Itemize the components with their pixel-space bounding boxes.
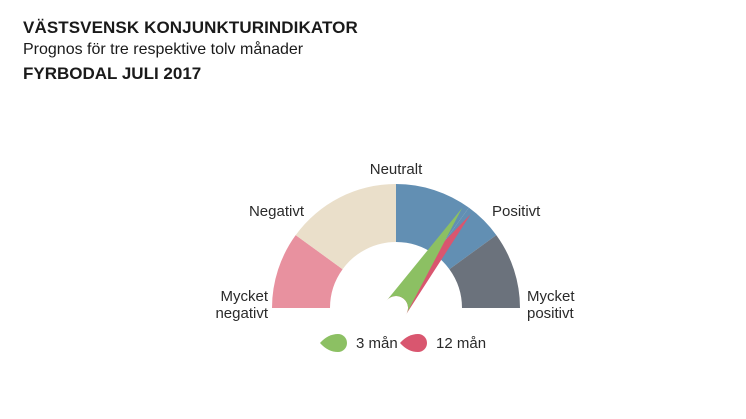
gauge-segment-3 (434, 207, 497, 270)
gauge-segment-2 (396, 184, 469, 255)
gauge-labels: Mycket negativt Negativt Neutralt Positivt My… (215, 161, 575, 322)
legend-label-0: 3 mån (356, 335, 398, 352)
legend: 3 mån 12 mån (320, 334, 486, 352)
segment-label-2: Neutralt (370, 161, 423, 178)
chart-region-date: FYRBODAL JULI 2017 (23, 64, 202, 83)
gauge-segment-4 (449, 235, 520, 308)
chart-subtitle: Prognos för tre respektive tolv månader (23, 41, 304, 58)
segment-label-4: Mycket positivt (527, 288, 575, 322)
legend-marker-0 (320, 334, 347, 352)
gauge-segments (272, 184, 520, 308)
legend-marker-1 (400, 334, 427, 352)
gauge-needles (385, 207, 471, 316)
gauge-segment-0 (272, 235, 343, 308)
gauge-segment-1 (295, 184, 396, 270)
segment-label-0: Mycket negativt (215, 288, 268, 322)
chart-title: VÄSTSVENSK KONJUNKTURINDIKATOR (23, 18, 358, 37)
legend-label-1: 12 mån (436, 335, 486, 352)
needle-0 (385, 207, 463, 315)
segment-label-3: Positivt (492, 203, 541, 220)
segment-label-1: Negativt (249, 203, 305, 220)
